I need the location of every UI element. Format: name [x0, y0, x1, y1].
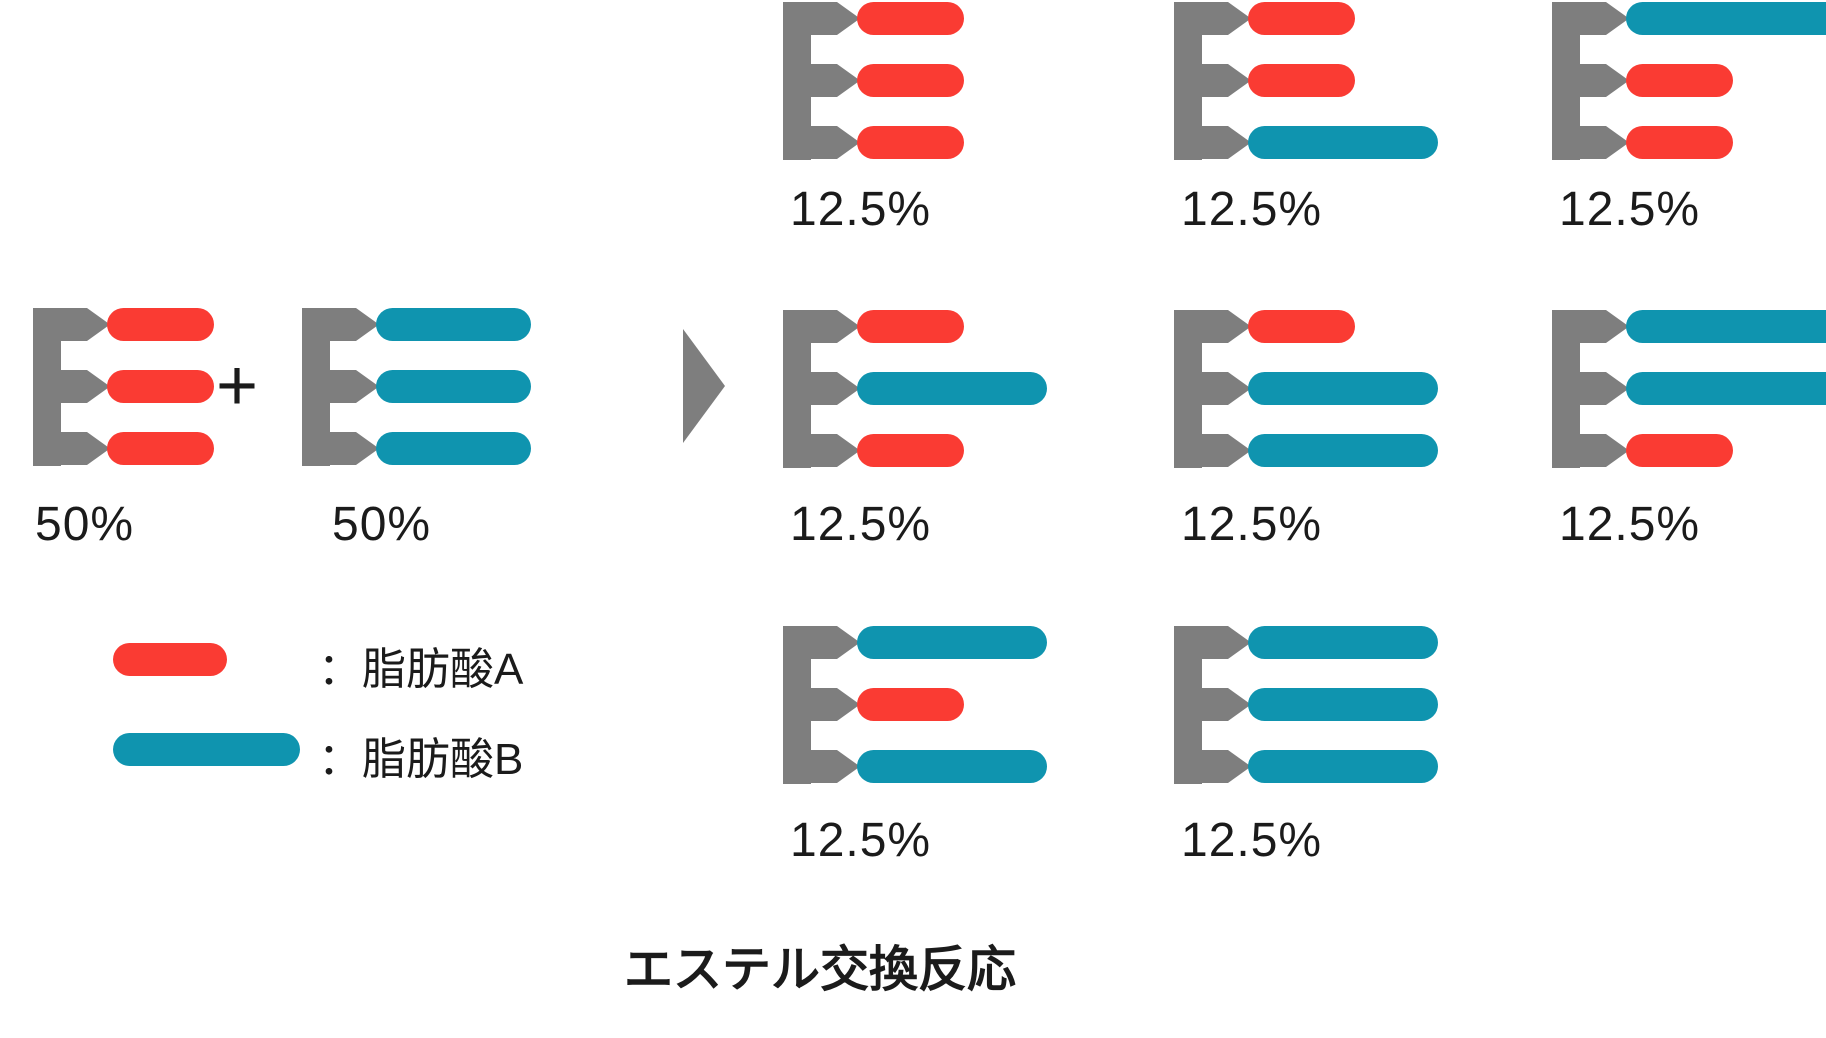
product-triglyceride-aba — [783, 310, 1053, 468]
legend-fatty-acid-a-swatch — [113, 643, 227, 676]
legend-fatty-acid-a-label: ：脂肪酸A — [318, 645, 524, 694]
product-triglyceride-baa — [1552, 2, 1826, 160]
product-abb-percent-label: 12.5% — [1181, 498, 1323, 551]
product-triglyceride-bba — [1552, 310, 1826, 468]
product-triglyceride-bab — [783, 626, 1053, 784]
legend-fatty-acid-b-swatch — [113, 733, 300, 766]
reaction-arrow-icon — [683, 329, 727, 443]
reactant-triglyceride-bbb — [302, 308, 537, 466]
diagram-title: エステル交換反応 — [623, 943, 1016, 997]
reactant-1-percent-label: 50% — [35, 498, 135, 551]
reactant-triglyceride-aaa — [33, 308, 220, 466]
product-triglyceride-aab — [1174, 2, 1444, 160]
product-aab-percent-label: 12.5% — [1181, 183, 1323, 236]
plus-sign: + — [216, 346, 259, 426]
product-triglyceride-aaa — [783, 2, 970, 160]
product-bab-percent-label: 12.5% — [790, 814, 932, 867]
product-bba-percent-label: 12.5% — [1559, 498, 1701, 551]
product-baa-percent-label: 12.5% — [1559, 183, 1701, 236]
product-bbb-percent-label: 12.5% — [1181, 814, 1323, 867]
product-aaa-percent-label: 12.5% — [790, 183, 932, 236]
product-aba-percent-label: 12.5% — [790, 498, 932, 551]
legend-fatty-acid-b-label: ：脂肪酸B — [318, 735, 524, 784]
reactant-2-percent-label: 50% — [332, 498, 432, 551]
product-triglyceride-bbb — [1174, 626, 1444, 784]
product-triglyceride-abb — [1174, 310, 1444, 468]
